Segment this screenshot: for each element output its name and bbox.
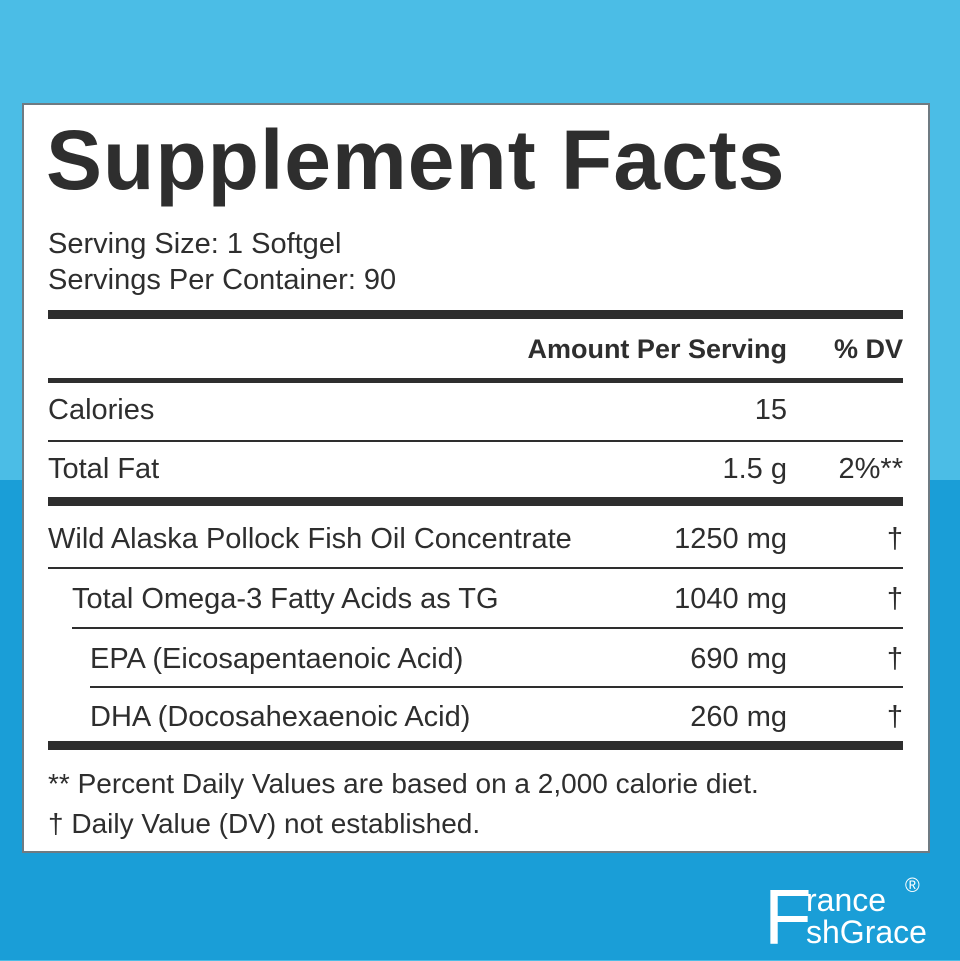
nutrient-name: Calories [48, 394, 155, 426]
amount: 260 mg [690, 701, 787, 733]
nutrient-name: Wild Alaska Pollock Fish Oil Concentrate [48, 523, 572, 555]
footnote: † Daily Value (DV) not established. [48, 808, 481, 839]
rule [48, 741, 903, 750]
amount: 1250 mg [674, 523, 787, 555]
nutrient-name: EPA (Eicosapentaenoic Acid) [90, 643, 464, 675]
rule [90, 686, 903, 688]
serving-size: Serving Size: 1 Softgel [48, 228, 342, 260]
rule [48, 567, 903, 569]
servings-per-container: Servings Per Container: 90 [48, 264, 397, 296]
column-header: Amount Per Serving [527, 334, 787, 364]
facts-panel [22, 103, 930, 853]
daily-value: † [886, 701, 903, 733]
column-header: % DV [833, 334, 903, 364]
logo-text: shGrace [806, 914, 927, 950]
title: Supplement Facts [46, 113, 786, 207]
rule [72, 627, 903, 629]
rule [48, 497, 903, 506]
amount: 1040 mg [674, 583, 787, 615]
rule [48, 440, 903, 442]
amount: 1.5 g [722, 453, 788, 485]
daily-value: † [886, 643, 903, 675]
footnote: ** Percent Daily Values are based on a 2… [48, 768, 759, 799]
amount: 690 mg [690, 643, 787, 675]
rule [48, 310, 903, 319]
nutrient-name: DHA (Docosahexaenoic Acid) [90, 701, 471, 733]
nutrient-name: Total Fat [48, 453, 160, 485]
logo-text: rance [806, 882, 887, 918]
logo-letter: F [764, 873, 812, 961]
amount: 15 [754, 394, 787, 426]
daily-value: † [886, 583, 903, 615]
daily-value: 2%** [838, 453, 904, 485]
logo-mark: ® [905, 875, 920, 897]
daily-value: † [886, 523, 903, 555]
nutrient-name: Total Omega-3 Fatty Acids as TG [72, 583, 499, 615]
rule [48, 378, 903, 383]
